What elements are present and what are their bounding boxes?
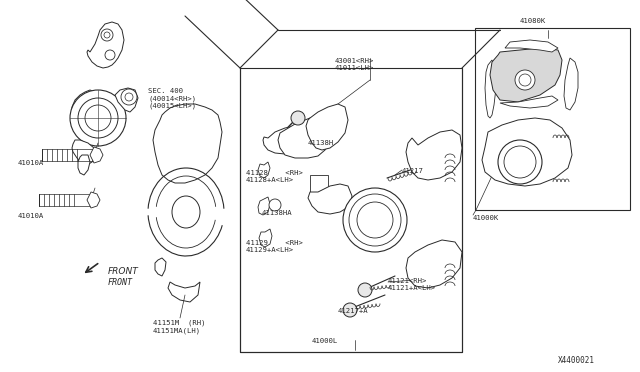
- Polygon shape: [72, 140, 96, 165]
- Circle shape: [70, 90, 126, 146]
- Polygon shape: [87, 192, 100, 208]
- Text: SEC. 400
(40014<RH>)
(40015<LH>): SEC. 400 (40014<RH>) (40015<LH>): [148, 88, 196, 109]
- Text: FRONT: FRONT: [108, 278, 133, 287]
- Circle shape: [357, 202, 393, 238]
- Polygon shape: [78, 155, 90, 175]
- Polygon shape: [153, 104, 222, 183]
- Text: 41010A: 41010A: [18, 160, 44, 166]
- Polygon shape: [406, 240, 462, 288]
- Text: 43001<RH>
41011<LH>: 43001<RH> 41011<LH>: [335, 58, 374, 71]
- Circle shape: [78, 98, 118, 138]
- Circle shape: [291, 111, 305, 125]
- Circle shape: [101, 29, 113, 41]
- Circle shape: [519, 74, 531, 86]
- Text: 41129    <RH>
41129+A<LH>: 41129 <RH> 41129+A<LH>: [246, 240, 303, 253]
- Circle shape: [515, 70, 535, 90]
- Circle shape: [121, 89, 137, 105]
- Text: 41010A: 41010A: [18, 213, 44, 219]
- Polygon shape: [258, 197, 270, 215]
- Text: 41121<RH>
41121+A<LH>: 41121<RH> 41121+A<LH>: [388, 278, 436, 291]
- Polygon shape: [485, 60, 496, 118]
- Text: 41138H: 41138H: [308, 140, 334, 146]
- Text: 41000L: 41000L: [312, 338, 339, 344]
- Polygon shape: [168, 282, 200, 302]
- Polygon shape: [278, 116, 335, 158]
- Circle shape: [504, 146, 536, 178]
- Circle shape: [269, 199, 281, 211]
- Circle shape: [343, 303, 357, 317]
- Text: 41138HA: 41138HA: [262, 210, 292, 216]
- Polygon shape: [505, 40, 558, 52]
- Text: 41217+A: 41217+A: [338, 308, 369, 314]
- Polygon shape: [71, 90, 122, 143]
- Circle shape: [358, 283, 372, 297]
- Circle shape: [105, 50, 115, 60]
- Polygon shape: [90, 147, 103, 163]
- Circle shape: [85, 105, 111, 131]
- Text: 41128    <RH>
41128+A<LH>: 41128 <RH> 41128+A<LH>: [246, 170, 303, 183]
- Bar: [475, 28, 630, 210]
- Polygon shape: [564, 58, 578, 110]
- Polygon shape: [115, 88, 138, 112]
- Polygon shape: [155, 258, 166, 276]
- Polygon shape: [500, 96, 558, 108]
- Polygon shape: [259, 229, 272, 247]
- Text: 41217: 41217: [402, 168, 424, 174]
- Circle shape: [349, 194, 401, 246]
- Polygon shape: [490, 48, 562, 102]
- Polygon shape: [258, 162, 270, 178]
- Circle shape: [498, 140, 542, 184]
- Text: 41151M  (RH)
41151MA(LH): 41151M (RH) 41151MA(LH): [153, 320, 205, 334]
- Polygon shape: [308, 184, 352, 214]
- Text: FRONT: FRONT: [108, 266, 139, 276]
- Circle shape: [125, 93, 133, 101]
- Text: X4400021: X4400021: [558, 356, 595, 365]
- Text: 41080K: 41080K: [520, 18, 547, 24]
- Polygon shape: [482, 118, 572, 186]
- Polygon shape: [240, 68, 462, 352]
- Text: 41000K: 41000K: [473, 215, 499, 221]
- Polygon shape: [310, 175, 328, 195]
- Circle shape: [343, 188, 407, 252]
- Circle shape: [104, 32, 110, 38]
- Polygon shape: [406, 130, 462, 180]
- Polygon shape: [87, 22, 124, 68]
- Polygon shape: [306, 104, 348, 150]
- Polygon shape: [263, 126, 305, 154]
